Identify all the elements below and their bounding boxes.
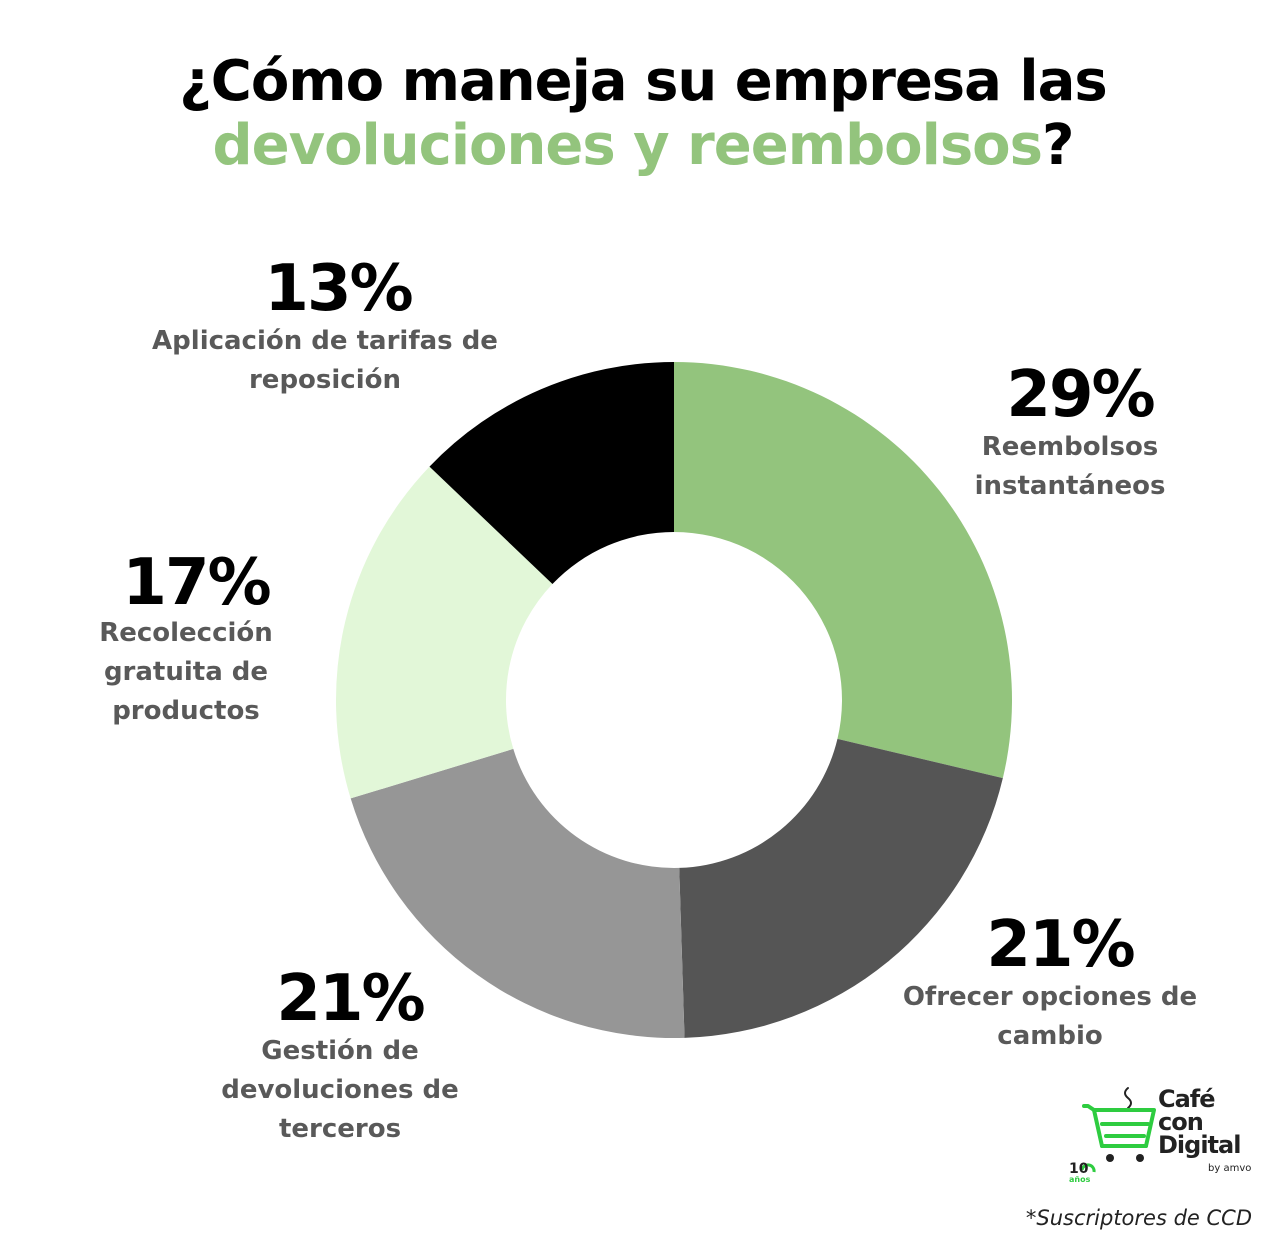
chart-title: ¿Cómo maneja su empresa las devoluciones… xyxy=(0,50,1286,178)
title-end: ? xyxy=(1041,113,1075,178)
donut-slice-0 xyxy=(674,362,1013,779)
slice-label-cambio: Ofrecer opciones de cambio xyxy=(880,978,1220,1056)
label-line: reposición xyxy=(248,365,401,395)
logo-anniversary: 10 años xyxy=(1069,1161,1091,1184)
footnote: *Suscriptores de CCD xyxy=(1025,1206,1252,1230)
title-line-2: devoluciones y reembolsos? xyxy=(0,114,1286,178)
donut-slice-3 xyxy=(336,466,553,799)
cafe-con-digital-logo xyxy=(1080,1087,1156,1173)
slice-label-tarifas: Aplicación de tarifas de reposición xyxy=(140,322,510,400)
logo-wordmark: Café con Digital xyxy=(1158,1085,1241,1159)
donut-slice-2 xyxy=(350,748,685,1039)
title-accent: devoluciones y reembolsos xyxy=(212,113,1043,178)
label-line: cambio xyxy=(997,1021,1103,1051)
title-line-1: ¿Cómo maneja su empresa las xyxy=(179,49,1108,114)
label-line: Reembolsos xyxy=(981,432,1159,462)
slice-pct-cambio: 21% xyxy=(986,908,1135,982)
label-line: Recolección xyxy=(99,618,273,648)
label-line: gratuita de xyxy=(103,657,269,687)
label-line: Ofrecer opciones de xyxy=(902,982,1198,1012)
anniversary-number: 10 xyxy=(1069,1161,1089,1177)
slice-label-reembolsos: Reembolsos instantáneos xyxy=(920,428,1220,506)
donut-slice-4 xyxy=(429,362,674,585)
cart-wheel-icon xyxy=(1106,1154,1114,1162)
label-line: productos xyxy=(112,696,260,726)
logo-line: Café xyxy=(1158,1085,1216,1113)
cart-wheel-icon xyxy=(1136,1154,1144,1162)
label-line: terceros xyxy=(278,1114,402,1144)
label-line: Gestión de xyxy=(261,1036,419,1066)
logo-line: Digital xyxy=(1158,1131,1241,1159)
logo-line: con xyxy=(1158,1108,1204,1136)
anniversary-arc-icon xyxy=(1080,1163,1096,1173)
label-line: instantáneos xyxy=(974,471,1166,501)
donut-slice-1 xyxy=(679,738,1003,1038)
slice-label-recoleccion: Recolección gratuita de productos xyxy=(56,614,316,731)
slice-pct-tarifas: 13% xyxy=(264,252,413,326)
cart-cup-icon xyxy=(1082,1087,1156,1148)
logo-by-amvo: by amvo xyxy=(1208,1163,1252,1174)
slice-pct-reembolsos: 29% xyxy=(1006,358,1155,432)
anniversary-word: años xyxy=(1069,1175,1091,1184)
label-line: devoluciones de xyxy=(221,1075,459,1105)
slice-label-terceros: Gestión de devoluciones de terceros xyxy=(190,1032,490,1149)
slice-pct-terceros: 21% xyxy=(276,962,425,1036)
slice-pct-recoleccion: 17% xyxy=(122,546,271,620)
label-line: Aplicación de tarifas de xyxy=(152,326,498,356)
